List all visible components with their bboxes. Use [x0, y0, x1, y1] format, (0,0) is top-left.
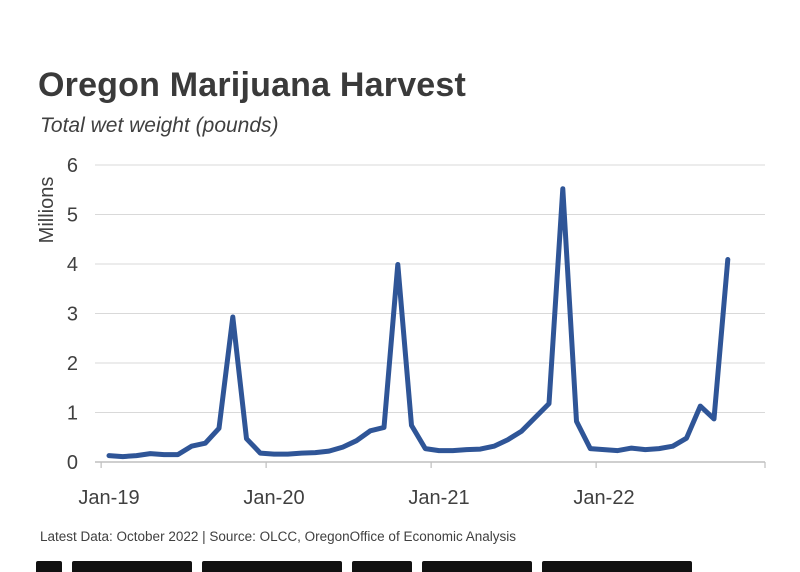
data-point: [258, 451, 263, 456]
data-point: [574, 419, 579, 424]
data-point: [354, 438, 359, 443]
data-point: [478, 447, 483, 452]
data-point: [313, 450, 318, 455]
data-point: [285, 452, 290, 457]
data-point: [533, 415, 538, 420]
data-point: [464, 447, 469, 452]
y-tick-label: 4: [67, 254, 78, 276]
y-tick-label: 2: [67, 353, 78, 375]
y-tick-label: 3: [67, 304, 78, 326]
data-point: [519, 429, 524, 434]
data-point: [217, 426, 222, 431]
data-point: [560, 186, 565, 191]
data-point: [450, 448, 455, 453]
source-footnote: Latest Data: October 2022 | Source: OLCC…: [40, 529, 516, 544]
data-point: [382, 425, 387, 430]
cropped-text-fragment: [36, 560, 736, 572]
data-point: [244, 436, 249, 441]
x-tick-label: Jan-20: [243, 487, 304, 509]
data-point: [602, 447, 607, 452]
y-tick-label: 5: [67, 205, 78, 227]
data-point: [615, 448, 620, 453]
data-point: [120, 454, 125, 459]
x-tick-label: Jan-21: [408, 487, 469, 509]
data-point: [134, 453, 139, 458]
data-point: [189, 444, 194, 449]
y-tick-label: 0: [67, 452, 78, 474]
data-point: [368, 428, 373, 433]
data-point: [340, 445, 345, 450]
y-tick-label: 6: [67, 155, 78, 177]
data-point: [712, 416, 717, 421]
data-point: [299, 451, 304, 456]
data-point: [409, 423, 414, 428]
data-point: [423, 446, 428, 451]
data-point: [643, 447, 648, 452]
data-point: [547, 401, 552, 406]
data-point: [684, 436, 689, 441]
data-point: [203, 441, 208, 446]
series-line: [106, 186, 731, 460]
data-point: [657, 446, 662, 451]
data-point: [148, 451, 153, 456]
y-axis-label: Millions: [36, 177, 58, 244]
data-point: [505, 437, 510, 442]
y-tick-label: 1: [67, 403, 78, 425]
data-point: [698, 404, 703, 409]
data-point: [230, 314, 235, 319]
chart-subtitle: Total wet weight (pounds): [40, 114, 279, 137]
data-point: [272, 452, 277, 457]
data-point: [492, 444, 497, 449]
data-point: [670, 444, 675, 449]
data-point: [107, 453, 112, 458]
data-point: [175, 452, 180, 457]
data-point: [327, 449, 332, 454]
data-point: [725, 257, 730, 262]
data-point: [437, 448, 442, 453]
data-point: [162, 452, 167, 457]
chart-title: Oregon Marijuana Harvest: [38, 66, 467, 104]
data-point: [395, 262, 400, 267]
data-point: [629, 446, 634, 451]
data-point: [588, 446, 593, 451]
x-tick-label: Jan-22: [573, 487, 634, 509]
x-tick-label: Jan-19: [78, 487, 139, 509]
